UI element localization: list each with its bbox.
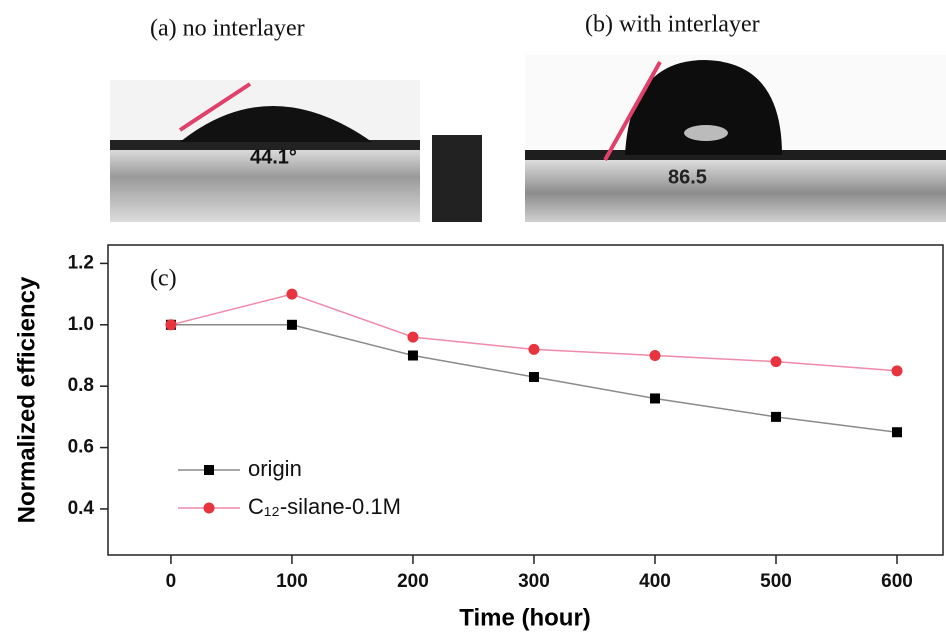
x-tick-label: 600 xyxy=(881,571,913,592)
x-tick-label: 500 xyxy=(760,571,792,592)
marker xyxy=(408,350,418,360)
y-tick-label: 0.8 xyxy=(68,375,94,396)
marker xyxy=(407,332,418,343)
marker xyxy=(287,320,297,330)
angle-label: 44.1° xyxy=(250,146,297,168)
marker xyxy=(771,356,782,367)
y-tick-label: 0.6 xyxy=(68,437,94,458)
panel-label: (c) xyxy=(150,266,177,292)
marker xyxy=(528,344,539,355)
y-tick-label: 1.0 xyxy=(68,314,94,335)
panel-caption: (b) with interlayer xyxy=(585,12,760,38)
y-tick-label: 0.4 xyxy=(68,498,95,519)
legend-label: C₁₂-silane-0.1M xyxy=(248,494,401,519)
photo-b: 86.5 xyxy=(525,55,946,222)
series-line xyxy=(171,294,897,371)
marker xyxy=(892,365,903,376)
legend-marker xyxy=(204,465,214,475)
angle-label: 86.5 xyxy=(668,166,707,188)
marker xyxy=(650,393,660,403)
marker xyxy=(771,412,781,422)
marker xyxy=(892,427,902,437)
marker xyxy=(165,319,176,330)
x-tick-label: 200 xyxy=(397,571,429,592)
marker xyxy=(286,289,297,300)
legend-label: origin xyxy=(248,456,302,481)
y-tick-label: 1.2 xyxy=(68,252,94,273)
photo-a: 44.1° xyxy=(110,80,482,222)
legend-marker xyxy=(204,503,215,514)
x-tick-label: 100 xyxy=(276,571,308,592)
panel-caption: (a) no interlayer xyxy=(150,16,305,42)
figure: (a) no interlayer (b) with interlayer 44… xyxy=(0,0,946,633)
x-tick-label: 400 xyxy=(639,571,671,592)
y-axis-title: Normalized efficiency xyxy=(13,276,40,523)
marker xyxy=(649,350,660,361)
x-axis-title: Time (hour) xyxy=(459,604,591,631)
marker xyxy=(529,372,539,382)
x-tick-label: 300 xyxy=(518,571,550,592)
x-tick-label: 0 xyxy=(166,571,177,592)
